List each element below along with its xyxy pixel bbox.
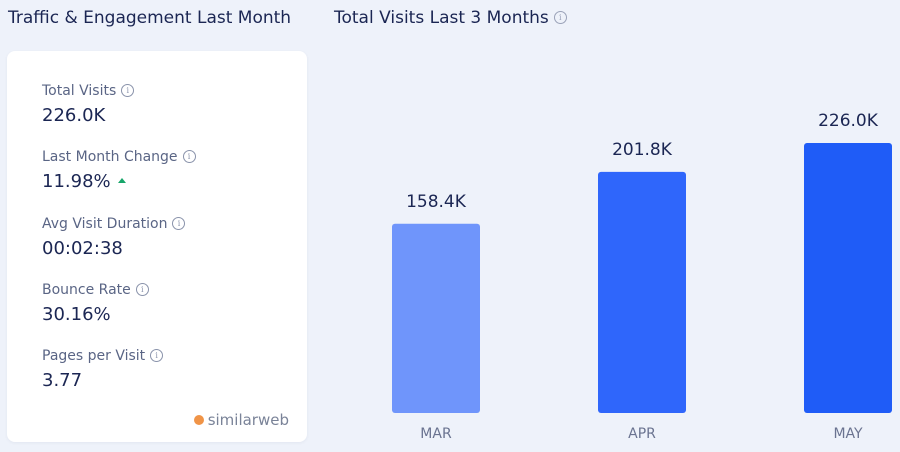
info-icon[interactable]: i — [150, 348, 164, 362]
metric-label: Bounce Rate i — [42, 282, 149, 298]
info-icon[interactable]: i — [172, 216, 186, 230]
bar-apr[interactable] — [598, 171, 686, 413]
similarweb-logo: similarweb — [193, 411, 289, 429]
engagement-metrics-card: Total Visits i 226.0K Last Month Change i … — [7, 51, 307, 442]
metric-label: Pages per Visit i — [42, 348, 164, 364]
info-icon[interactable]: i — [135, 282, 149, 296]
metric-bounce-rate: Bounce Rate i 30.16% — [42, 282, 149, 325]
metric-value: 00:02:38 — [42, 238, 123, 259]
x-tick-label-mar: MAR — [420, 426, 452, 442]
x-tick-label-apr: APR — [628, 426, 656, 442]
traffic-engagement-title: Traffic & Engagement Last Month — [8, 8, 291, 28]
metric-avg-visit-duration: Avg Visit Duration i 00:02:38 — [42, 216, 186, 259]
metric-value: 3.77 — [42, 370, 83, 391]
x-tick-label-may: MAY — [833, 426, 863, 442]
metric-value: 30.16% — [42, 304, 111, 325]
metric-label: Total Visits i — [42, 83, 135, 99]
metric-total-visits: Total Visits i 226.0K — [42, 83, 135, 126]
traffic-engagement-title-text: Traffic & Engagement Last Month — [8, 8, 292, 28]
metric-pages-per-visit: Pages per Visit i 3.77 — [42, 348, 164, 391]
info-icon[interactable]: i — [553, 10, 567, 24]
metric-value: 11.98% — [42, 171, 196, 192]
data-label-may: 226.0K — [818, 111, 879, 131]
total-visits-chart-title: Total Visits Last 3 Months i — [334, 8, 567, 28]
metric-value: 226.0K — [42, 105, 106, 126]
info-icon[interactable]: i — [182, 149, 196, 163]
data-label-apr: 201.8K — [612, 140, 673, 160]
bar-mar[interactable] — [392, 223, 480, 413]
data-label-mar: 158.4K — [406, 192, 467, 212]
metric-label-text: Pages per Visit — [42, 348, 146, 364]
metric-label-text: Bounce Rate — [42, 282, 131, 298]
similarweb-logo-icon — [193, 414, 204, 425]
metric-label-text: Last Month Change — [42, 149, 178, 165]
metric-last-month-change: Last Month Change i 11.98% — [42, 149, 196, 192]
chart-title-text: Total Visits Last 3 Months — [334, 8, 549, 28]
info-icon[interactable]: i — [121, 83, 135, 97]
total-visits-bar-chart: 158.4K MAR 201.8K APR 226.0K MAY — [392, 111, 892, 442]
metric-label-text: Total Visits — [42, 83, 117, 99]
brand-name: similarweb — [207, 411, 289, 429]
trend-up-icon — [117, 177, 126, 183]
metric-value-text: 11.98% — [42, 171, 111, 192]
metric-label: Avg Visit Duration i — [42, 216, 186, 232]
metric-label: Last Month Change i — [42, 149, 196, 165]
bar-may[interactable] — [804, 143, 892, 413]
metric-label-text: Avg Visit Duration — [42, 216, 168, 232]
